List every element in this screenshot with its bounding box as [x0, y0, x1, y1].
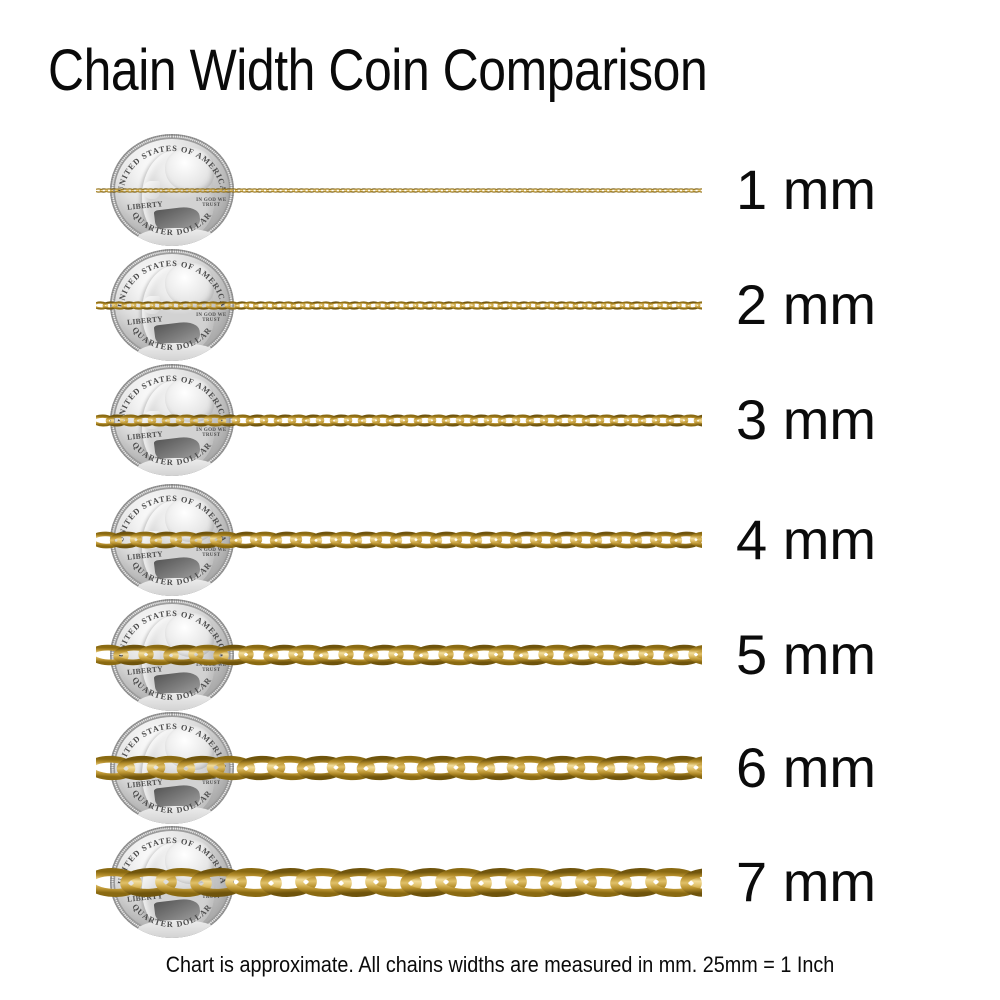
washington-shoulder — [137, 693, 217, 711]
washington-shoulder — [137, 343, 217, 361]
chain-2mm — [96, 300, 702, 310]
svg-text:UNITED STATES OF AMERICA: UNITED STATES OF AMERICA — [116, 144, 228, 193]
chain-7mm — [96, 867, 702, 898]
chain-link-graphic — [96, 531, 702, 549]
svg-text:QUARTER DOLLAR: QUARTER DOLLAR — [130, 325, 213, 352]
quarter-coin: UNITED STATES OF AMERICA QUARTER DOLLAR … — [110, 134, 234, 246]
quarter-coin: UNITED STATES OF AMERICA QUARTER DOLLAR … — [110, 249, 234, 361]
chain-row-5mm: UNITED STATES OF AMERICA QUARTER DOLLAR … — [0, 595, 1000, 715]
chain-row-6mm: UNITED STATES OF AMERICA QUARTER DOLLAR … — [0, 708, 1000, 828]
chain-row-2mm: UNITED STATES OF AMERICA QUARTER DOLLAR … — [0, 245, 1000, 365]
chain-4mm — [96, 531, 702, 549]
chain-width-label-6mm: 6 mm — [736, 736, 876, 799]
chain-1mm — [96, 187, 702, 193]
chain-link-graphic — [96, 413, 702, 427]
chain-width-label-2mm: 2 mm — [736, 273, 876, 336]
chain-link-graphic — [96, 755, 702, 781]
coin-legend-svg: UNITED STATES OF AMERICA QUARTER DOLLAR — [116, 259, 227, 352]
washington-shoulder — [137, 228, 217, 246]
svg-text:QUARTER DOLLAR: QUARTER DOLLAR — [130, 440, 213, 467]
coin-legend-in-god-we-trust: IN GOD WE TRUST — [196, 427, 227, 439]
coin-legend-in-god-we-trust: IN GOD WE TRUST — [196, 547, 227, 559]
washington-hair — [164, 262, 215, 308]
chain-link-graphic — [96, 300, 702, 310]
chain-3mm — [96, 413, 702, 427]
svg-text:QUARTER DOLLAR: QUARTER DOLLAR — [130, 560, 213, 587]
chain-link-graphic — [96, 867, 702, 897]
washington-nose — [143, 181, 160, 199]
chain-row-7mm: UNITED STATES OF AMERICA QUARTER DOLLAR … — [0, 822, 1000, 942]
svg-text:QUARTER DOLLAR: QUARTER DOLLAR — [130, 788, 213, 815]
quarter-coin: UNITED STATES OF AMERICA QUARTER DOLLAR … — [110, 599, 234, 711]
chain-link-graphic — [96, 644, 702, 666]
washington-shoulder — [137, 920, 217, 938]
chain-width-label-1mm: 1 mm — [736, 158, 876, 221]
chain-row-1mm: UNITED STATES OF AMERICA QUARTER DOLLAR … — [0, 130, 1000, 250]
page-title: Chain Width Coin Comparison — [48, 38, 708, 103]
coin-legend-in-god-we-trust: IN GOD WE TRUST — [196, 662, 227, 674]
chain-link-graphic — [96, 187, 702, 193]
svg-text:QUARTER DOLLAR: QUARTER DOLLAR — [130, 210, 213, 237]
washington-shoulder — [137, 578, 217, 596]
chain-6mm — [96, 755, 702, 781]
coin-legend-in-god-we-trust: IN GOD WE TRUST — [196, 197, 227, 209]
chain-row-4mm: UNITED STATES OF AMERICA QUARTER DOLLAR … — [0, 480, 1000, 600]
chain-width-label-7mm: 7 mm — [736, 850, 876, 913]
washington-shoulder — [137, 806, 217, 824]
svg-text:QUARTER DOLLAR: QUARTER DOLLAR — [130, 675, 213, 702]
chain-row-3mm: UNITED STATES OF AMERICA QUARTER DOLLAR … — [0, 360, 1000, 480]
quarter-coin: UNITED STATES OF AMERICA QUARTER DOLLAR … — [110, 364, 234, 476]
footnote-text: Chart is approximate. All chains widths … — [165, 952, 835, 977]
washington-hair — [164, 147, 215, 193]
washington-nose — [143, 873, 160, 891]
chain-5mm — [96, 644, 702, 666]
chain-width-label-4mm: 4 mm — [736, 508, 876, 571]
quarter-coin: UNITED STATES OF AMERICA QUARTER DOLLAR … — [110, 826, 234, 938]
chain-width-label-3mm: 3 mm — [736, 388, 876, 451]
svg-text:QUARTER DOLLAR: QUARTER DOLLAR — [130, 902, 213, 929]
coin-legend-svg: UNITED STATES OF AMERICA QUARTER DOLLAR — [116, 144, 228, 237]
coin-legend-in-god-we-trust: IN GOD WE TRUST — [196, 312, 227, 324]
washington-shoulder — [137, 458, 217, 476]
chain-width-label-5mm: 5 mm — [736, 623, 876, 686]
